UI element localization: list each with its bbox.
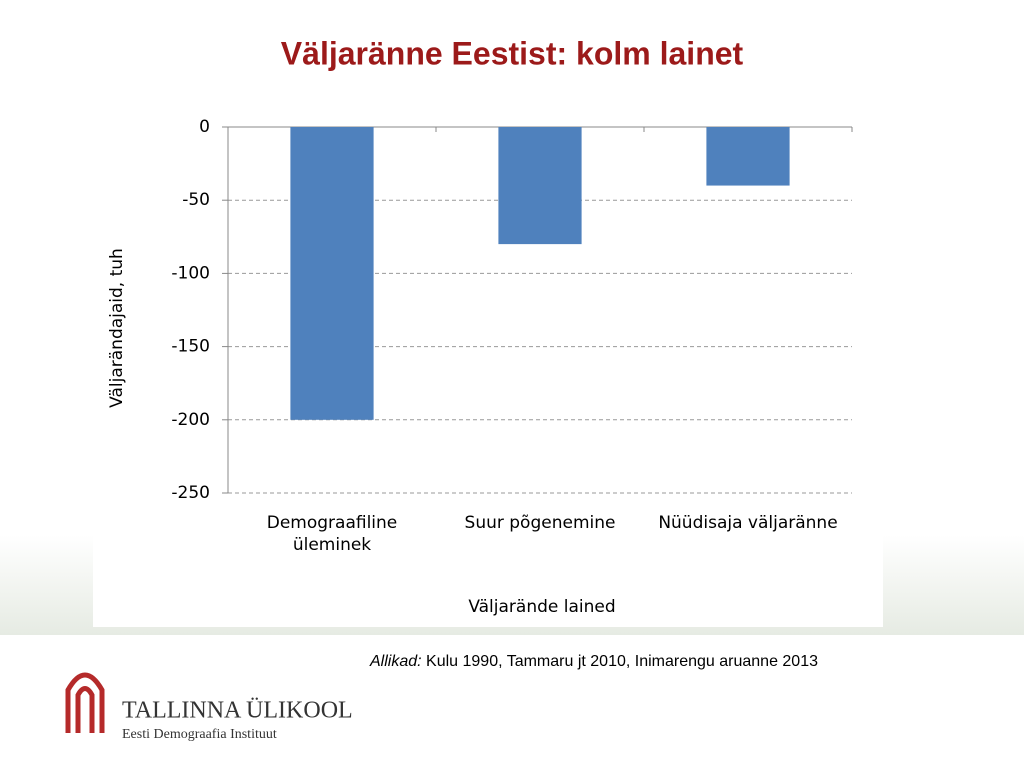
- x-axis-title: Väljarände lained: [468, 597, 615, 617]
- bar: [498, 127, 582, 245]
- logo-icon: [65, 672, 105, 733]
- y-tick-label: -200: [171, 410, 210, 430]
- chart-panel: [93, 110, 883, 627]
- y-tick-label: -150: [171, 337, 210, 357]
- source-label: Allikad:: [369, 653, 422, 670]
- bar: [706, 127, 790, 186]
- bar: [290, 127, 374, 420]
- logo-title: TALLINNA ÜLIKOOL: [122, 698, 353, 724]
- y-tick-label: -100: [171, 263, 210, 283]
- x-tick-label: Demograafiline üleminek: [266, 513, 398, 555]
- source-text: Kulu 1990, Tammaru jt 2010, Inimarengu a…: [426, 653, 818, 670]
- y-tick-label: 0: [199, 117, 210, 137]
- logo-subtitle: Eesti Demograafia Instituut: [122, 727, 277, 742]
- x-tick-label: Nüüdisaja väljaränne: [658, 513, 838, 533]
- x-tick-label: Suur põgenemine: [464, 513, 616, 533]
- chart-title: Väljaränne Eestist: kolm lainet: [281, 35, 744, 71]
- y-axis-title: Väljarändajaid, tuh: [107, 248, 127, 408]
- source: Allikad: Kulu 1990, Tammaru jt 2010, Ini…: [369, 653, 818, 670]
- y-tick-label: -250: [171, 483, 210, 503]
- y-tick-label: -50: [182, 190, 210, 210]
